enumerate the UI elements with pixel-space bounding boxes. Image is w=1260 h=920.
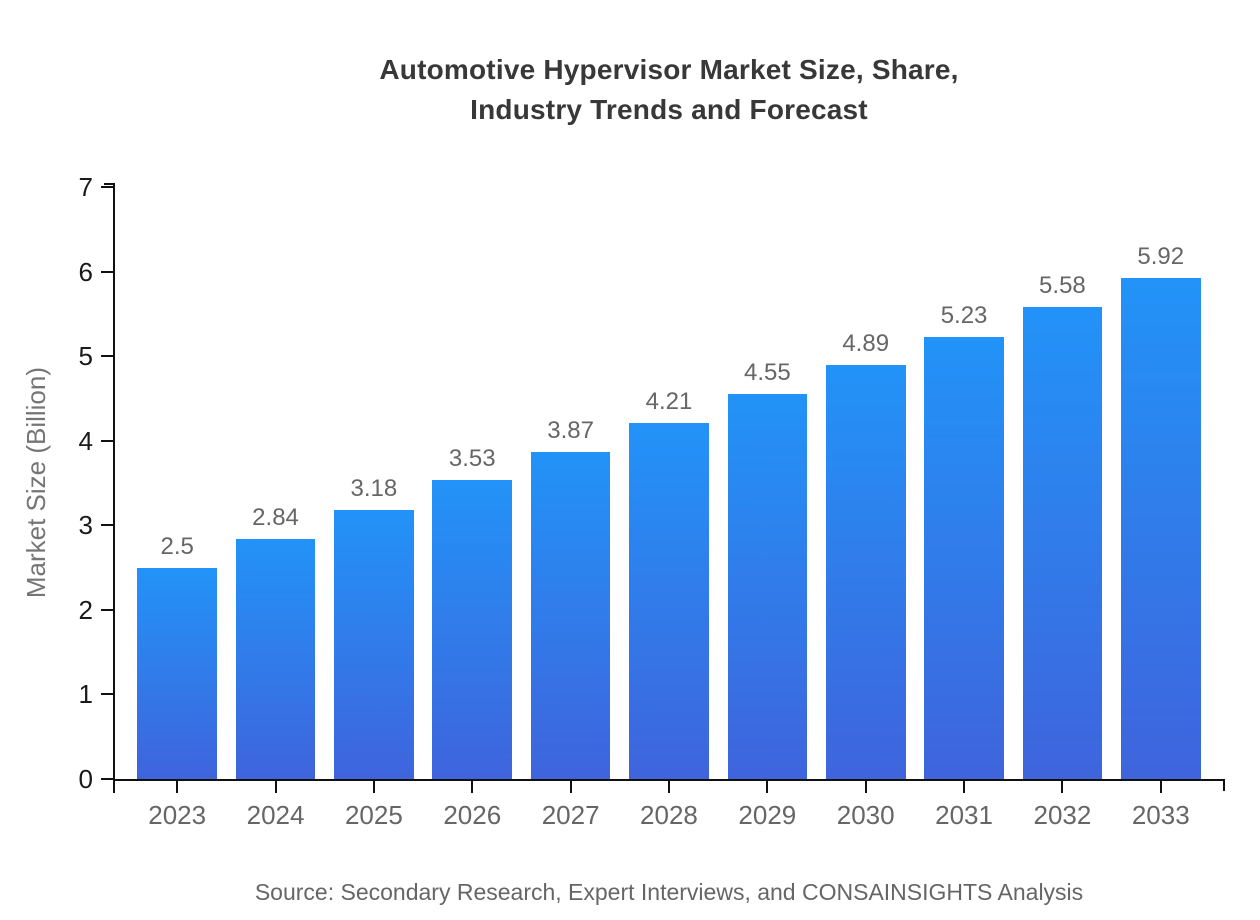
source-note: Source: Secondary Research, Expert Inter… [254,879,1084,905]
y-tick-label: 1 [78,679,93,710]
y-axis-line [113,183,115,793]
bar-2030 [825,365,906,779]
y-tick-label: 7 [78,172,93,202]
x-tick [1159,781,1162,793]
x-axis-label: 2028 [640,800,698,830]
bar-2024 [235,538,316,779]
y-tick [101,355,113,358]
bars-container: 2.5 2023 2.84 2024 3.18 2025 3.53 2026 3.87 2027 4… [128,187,1210,829]
x-axis-end-cap [1223,779,1225,791]
y-tick-label: 2 [78,594,93,625]
bar-value-label: 2.5 [160,532,194,560]
bar-value-label: 3.53 [448,445,496,473]
x-tick [667,781,670,793]
x-tick [176,781,179,793]
x-tick [372,781,375,793]
x-axis-label: 2024 [246,800,305,830]
bar-value-label: 3.87 [547,416,594,444]
bar-slot-2028: 4.21 2028 [620,187,718,829]
x-tick [274,781,277,793]
y-axis-end-cap [104,183,113,185]
bar-2031 [924,336,1004,779]
bar-slot-2029: 4.55 2029 [718,187,816,829]
bar-slot-2032: 5.58 2032 [1013,187,1111,829]
x-axis-label: 2030 [836,800,895,830]
bar-value-label: 2.84 [252,503,299,531]
y-tick-label: 6 [78,256,93,287]
chart-title-line-1: Automotive Hypervisor Market Size, Share… [379,54,959,85]
y-tick [101,439,113,442]
bar-value-label: 5.23 [940,301,988,329]
x-axis-label: 2029 [738,800,797,830]
x-axis-label: 2027 [541,800,600,830]
bar-2033 [1120,278,1201,779]
bar-value-label: 5.92 [1137,243,1185,271]
x-axis-line [113,779,1225,781]
bar-2032 [1022,307,1103,779]
bar-value-label: 4.89 [842,330,890,358]
bar-2027 [530,451,611,779]
y-tick [101,186,113,188]
bar-slot-2030: 4.89 2030 [817,187,915,829]
x-axis-label: 2023 [148,800,207,830]
y-tick-label: 3 [78,510,93,541]
y-tick [101,608,113,611]
bar-slot-2027: 3.87 2027 [521,187,619,829]
bar-slot-2031: 5.23 2031 [915,187,1013,829]
y-tick [101,778,113,780]
bar-slot-2024: 2.84 2024 [226,187,324,829]
plot-area: 0 1 2 3 4 5 6 7 2.5 2023 2.84 2024 3.18 2025 3.53 2026… [79,174,1225,829]
y-tick-label: 5 [78,341,93,372]
y-tick-label: 4 [78,425,93,456]
chart-title-line-2: Industry Trends and Forecast [470,94,868,125]
y-tick-label: 0 [78,764,93,794]
bar-value-label: 5.58 [1039,272,1086,300]
x-tick [963,781,966,793]
x-tick [766,781,769,793]
y-tick [101,524,113,527]
x-axis-label: 2033 [1131,800,1190,830]
y-tick [101,270,113,273]
x-axis-label: 2032 [1033,800,1092,830]
y-tick [101,693,113,696]
bar-slot-2025: 3.18 2025 [325,187,423,829]
bar-value-label: 4.55 [743,359,791,387]
x-tick [569,781,572,793]
y-axis-title: Market Size (Billion) [14,184,58,782]
x-tick [1061,781,1064,793]
bar-slot-2026: 3.53 2026 [423,187,521,829]
bar-slot-2023: 2.5 2023 [128,187,226,829]
x-axis-label: 2026 [443,800,502,830]
bar-2025 [334,510,414,779]
x-axis-label: 2031 [935,800,993,830]
bar-value-label: 4.21 [645,387,693,415]
bar-2028 [629,422,709,779]
bar-2026 [432,480,513,779]
x-tick [864,781,867,793]
bar-value-label: 3.18 [350,475,398,503]
x-axis-label: 2025 [344,800,403,830]
bar-slot-2033: 5.92 2033 [1112,187,1210,829]
chart-title: Automotive Hypervisor Market Size, Share… [113,50,1225,130]
x-tick [471,781,474,793]
bar-2029 [727,394,808,779]
bar-2023 [137,567,217,779]
y-axis-title-text: Market Size (Billion) [20,367,51,599]
